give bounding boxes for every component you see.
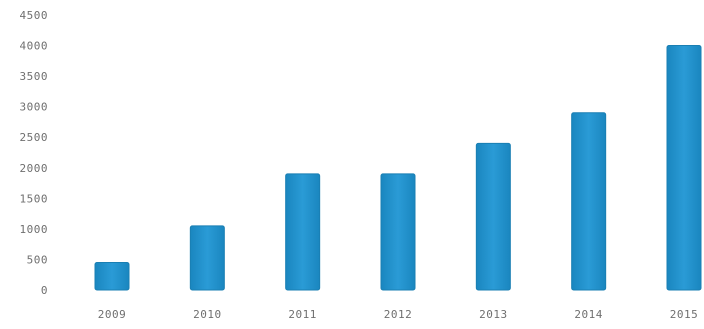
bar-2009 xyxy=(94,262,130,291)
y-tick-label: 500 xyxy=(27,253,48,266)
y-tick-label: 0 xyxy=(41,284,48,297)
x-tick-label: 2011 xyxy=(288,308,317,321)
x-axis: 2009 2010 2011 2012 2013 2014 2015 xyxy=(98,308,699,321)
y-tick-label: 2500 xyxy=(20,131,49,144)
bars xyxy=(94,45,702,291)
bar-2014 xyxy=(571,112,607,291)
x-tick-label: 2015 xyxy=(670,308,699,321)
y-axis: 0 500 1000 1500 2000 2500 3000 3500 4000 4500 xyxy=(20,9,49,297)
x-tick-label: 2009 xyxy=(98,308,127,321)
y-tick-label: 1000 xyxy=(20,223,49,236)
x-tick-label: 2012 xyxy=(384,308,413,321)
bar-2010 xyxy=(189,225,225,291)
bar-2013 xyxy=(475,142,511,291)
y-tick-label: 3500 xyxy=(20,70,49,83)
bar-2012 xyxy=(380,173,416,291)
x-tick-label: 2013 xyxy=(479,308,508,321)
y-tick-label: 3000 xyxy=(20,101,49,114)
y-tick-label: 4000 xyxy=(20,40,49,53)
x-tick-label: 2010 xyxy=(193,308,222,321)
y-tick-label: 4500 xyxy=(20,9,49,22)
y-tick-label: 2000 xyxy=(20,162,49,175)
x-tick-label: 2014 xyxy=(574,308,603,321)
bar-2011 xyxy=(285,173,321,291)
bar-2015 xyxy=(666,45,702,291)
y-tick-label: 1500 xyxy=(20,192,49,205)
